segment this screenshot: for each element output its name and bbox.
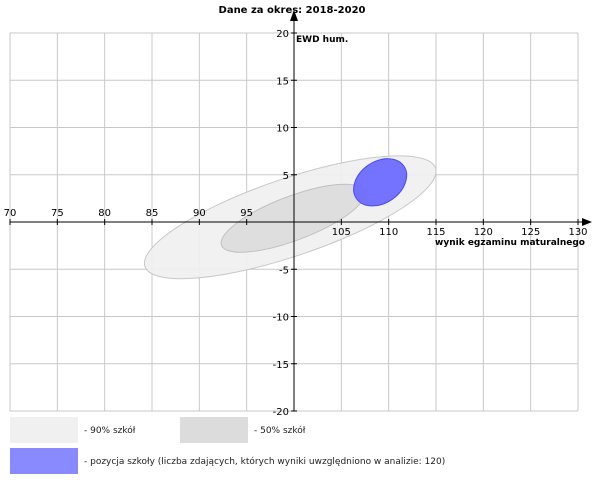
x-tick-label: 130 — [568, 227, 587, 238]
legend-swatch-90 — [10, 417, 78, 443]
x-tick-label: 90 — [193, 208, 206, 219]
ellipses — [143, 155, 437, 280]
x-tick-label: 105 — [332, 227, 351, 238]
x-tick-label: 125 — [521, 227, 540, 238]
axes — [9, 10, 592, 412]
legend-label-90: - 90% szkół — [84, 426, 136, 436]
y-tick-label: 20 — [276, 29, 289, 40]
x-axis-label: wynik egzaminu maturalnego — [435, 238, 585, 248]
x-tick-label: 120 — [474, 227, 493, 238]
y-tick-label: -15 — [273, 360, 289, 371]
x-tick-label: 70 — [4, 208, 17, 219]
legend-swatch-50 — [180, 417, 248, 443]
x-tick-label: 80 — [98, 208, 111, 219]
x-tick-label: 95 — [240, 208, 253, 219]
y-tick-label: 15 — [276, 76, 289, 87]
x-axis-arrow — [582, 218, 592, 226]
ellipse-series-3 — [353, 158, 408, 207]
legend-label-school: - pozycja szkoły (liczba zdających, któr… — [84, 457, 446, 467]
x-tick-label: 115 — [426, 227, 445, 238]
y-axis-label: EWD hum. — [296, 35, 348, 45]
x-tick-label: 75 — [51, 208, 64, 219]
x-tick-label: 110 — [379, 227, 398, 238]
y-tick-label: -10 — [273, 313, 289, 324]
y-tick-label: 5 — [283, 171, 289, 182]
legend-label-50: - 50% szkół — [254, 426, 306, 436]
legend-swatch-school — [10, 448, 78, 474]
x-tick-label: 85 — [146, 208, 159, 219]
y-tick-label: 10 — [276, 124, 289, 135]
chart-title: Dane za okres: 2018-2020 — [219, 5, 366, 16]
y-axis-arrow — [290, 10, 298, 21]
y-tick-label: -5 — [279, 265, 289, 276]
y-tick-label: -20 — [273, 407, 289, 418]
